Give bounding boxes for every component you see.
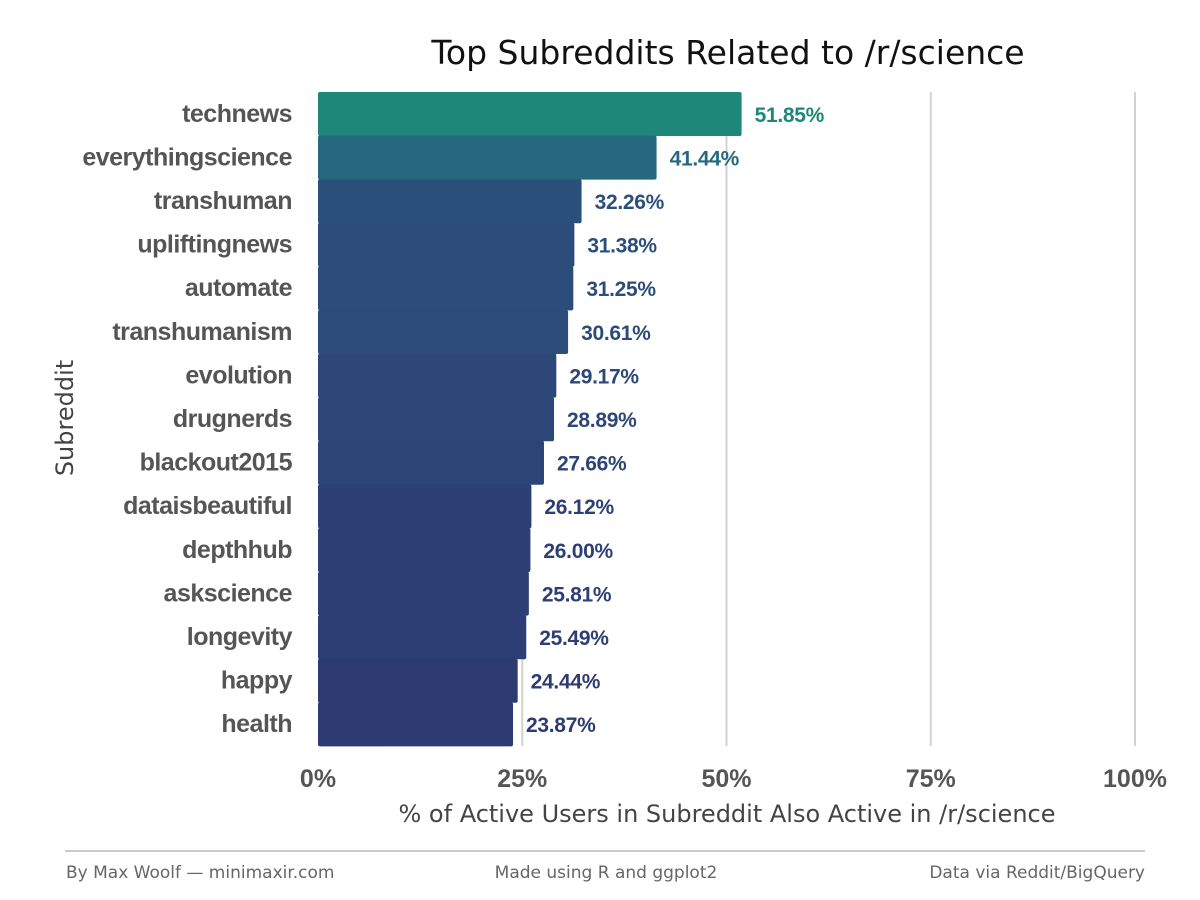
data-label-depthhub: 26.00% bbox=[543, 540, 613, 563]
category-label-transhumanism: transhumanism bbox=[112, 318, 292, 346]
category-label-automate: automate bbox=[185, 274, 293, 302]
data-label-transhuman: 32.26% bbox=[595, 191, 665, 214]
data-label-longevity: 25.49% bbox=[539, 627, 609, 650]
data-label-upliftingnews: 31.38% bbox=[587, 235, 657, 258]
data-label-drugnerds: 28.89% bbox=[567, 409, 637, 432]
data-label-automate: 31.25% bbox=[586, 278, 656, 301]
bar-drugnerds bbox=[318, 397, 555, 442]
x-tick-75pct: 75% bbox=[906, 765, 956, 793]
category-label-evolution: evolution bbox=[185, 361, 292, 389]
x-axis-title: % of Active Users in Subreddit Also Acti… bbox=[399, 800, 1056, 828]
bar-health bbox=[318, 702, 514, 747]
category-label-drugnerds: drugnerds bbox=[173, 405, 292, 433]
data-label-evolution: 29.17% bbox=[569, 365, 639, 388]
data-label-blackout2015: 27.66% bbox=[557, 453, 627, 476]
bar-longevity bbox=[318, 615, 527, 660]
category-label-askscience: askscience bbox=[164, 579, 293, 607]
bar-dataisbeautiful bbox=[318, 484, 532, 529]
data-label-askscience: 25.81% bbox=[542, 583, 612, 606]
data-label-dataisbeautiful: 26.12% bbox=[544, 496, 614, 519]
category-label-technews: technews bbox=[182, 100, 292, 128]
data-label-everythingscience: 41.44% bbox=[670, 147, 740, 170]
category-label-depthhub: depthhub bbox=[182, 536, 292, 564]
category-label-transhuman: transhuman bbox=[154, 187, 292, 215]
x-tick-labels: 0% 25% 50% 75% 100% bbox=[300, 765, 1167, 793]
bar-transhumanism bbox=[318, 310, 569, 354]
x-tick-0pct: 0% bbox=[300, 765, 336, 793]
bar-technews bbox=[318, 92, 742, 136]
x-tick-50pct: 50% bbox=[701, 765, 751, 793]
category-label-happy: happy bbox=[221, 667, 293, 695]
bar-evolution bbox=[318, 353, 557, 398]
category-labels: technews everythingscience transhuman uplif… bbox=[82, 100, 293, 738]
category-label-dataisbeautiful: dataisbeautiful bbox=[123, 492, 292, 520]
bar-askscience bbox=[318, 571, 529, 616]
x-tick-25pct: 25% bbox=[497, 765, 547, 793]
data-label-health: 23.87% bbox=[526, 714, 596, 737]
bar-upliftingnews bbox=[318, 222, 575, 267]
category-label-longevity: longevity bbox=[187, 623, 293, 651]
bar-everythingscience bbox=[318, 135, 657, 180]
footer-tools: Made using R and ggplot2 bbox=[495, 863, 718, 883]
data-labels: 51.85% 41.44%32.26% 31.38% 31.25% 30.61% 29.1… bbox=[526, 104, 825, 737]
data-label-technews: 51.85% bbox=[755, 104, 825, 127]
x-tick-100pct: 100% bbox=[1103, 765, 1167, 793]
bar-depthhub bbox=[318, 528, 531, 572]
bar-transhuman bbox=[318, 179, 582, 224]
data-label-happy: 24.44% bbox=[531, 671, 601, 694]
footer-credit: By Max Woolf — minimaxir.com bbox=[66, 863, 335, 883]
category-label-upliftingnews: upliftingnews bbox=[137, 231, 292, 259]
bar-blackout2015 bbox=[318, 440, 544, 485]
category-label-blackout2015: blackout2015 bbox=[140, 449, 293, 477]
chart-title: Top Subreddits Related to /r/science bbox=[430, 33, 1024, 72]
bars bbox=[318, 92, 742, 747]
category-label-everythingscience: everythingscience bbox=[82, 143, 292, 171]
bar-happy bbox=[318, 658, 518, 703]
data-label-transhumanism: 30.61% bbox=[581, 322, 651, 345]
bar-automate bbox=[318, 266, 574, 311]
y-axis-title: Subreddit bbox=[51, 360, 79, 476]
category-label-health: health bbox=[221, 710, 292, 738]
footer-source: Data via Reddit/BigQuery bbox=[929, 863, 1145, 883]
